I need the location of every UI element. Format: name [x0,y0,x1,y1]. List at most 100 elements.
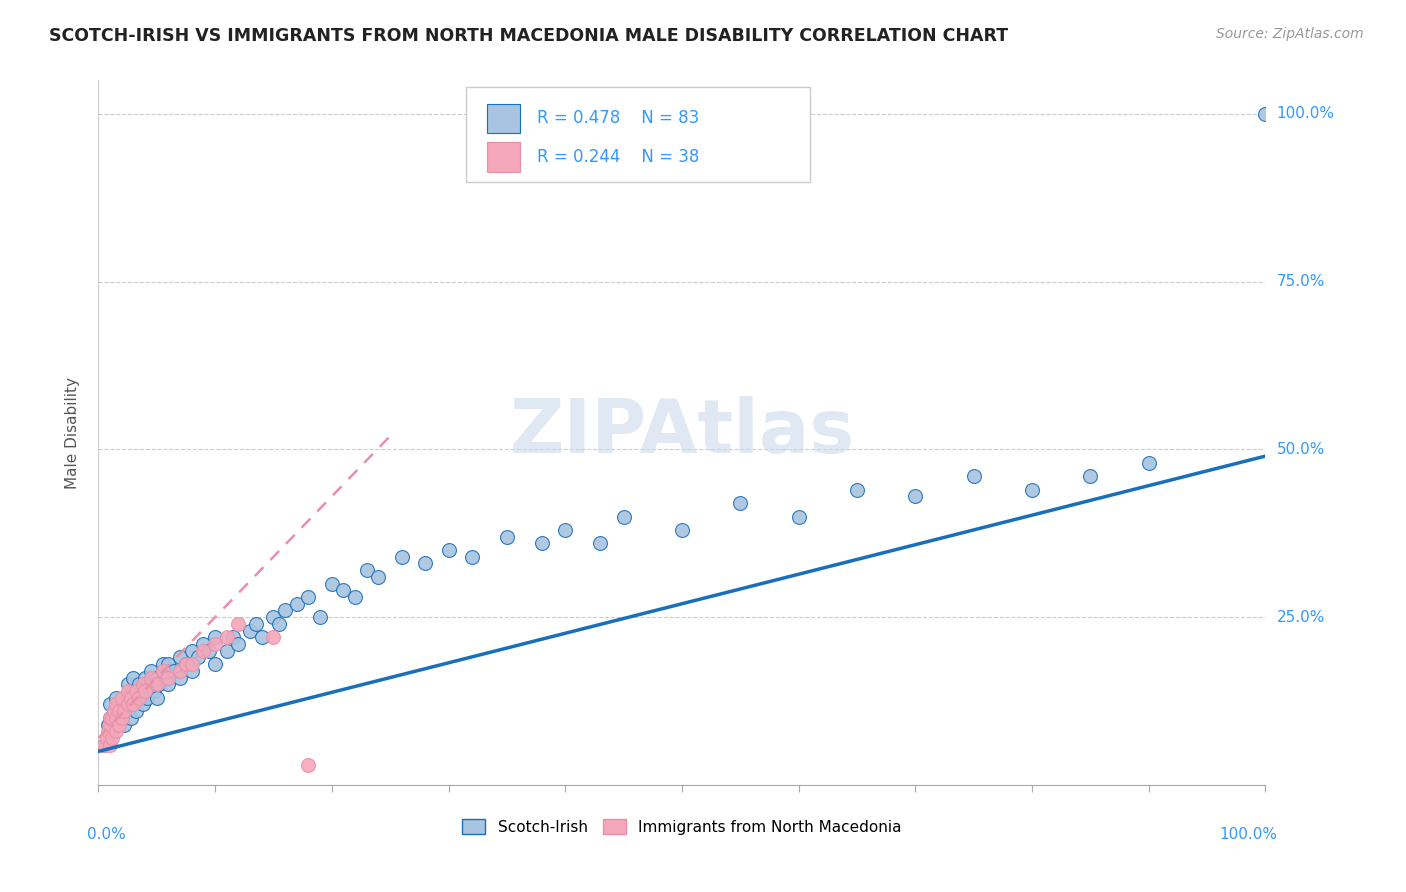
Point [367,570,389,584]
Point [228,637,250,651]
Point [413,557,436,571]
Point [101,711,124,725]
Point [1021,483,1043,497]
Point [93,738,115,752]
Point [250,630,273,644]
Point [108,717,131,731]
Point [962,469,984,483]
Text: Source: ZipAtlas.com: Source: ZipAtlas.com [1216,27,1364,41]
Point [321,576,343,591]
Point [530,536,553,550]
Point [215,644,238,658]
Point [122,698,145,712]
Point [730,496,752,510]
Point [112,704,135,718]
Text: 50.0%: 50.0% [1277,442,1324,457]
Point [309,610,332,624]
Point [155,671,177,685]
Text: 25.0%: 25.0% [1277,609,1324,624]
Point [112,717,135,731]
Point [269,616,291,631]
Point [169,650,191,665]
Point [134,684,156,698]
Point [193,637,215,651]
Point [496,530,519,544]
Point [157,671,180,685]
Point [180,644,202,658]
Point [117,684,139,698]
Point [198,644,221,658]
Point [111,711,134,725]
Point [98,698,121,712]
Point [98,738,121,752]
Point [132,677,155,691]
Point [169,671,191,685]
Point [554,523,576,537]
Point [117,690,139,705]
Point [613,509,636,524]
Point [1254,107,1277,121]
Point [787,509,810,524]
Point [104,711,127,725]
Point [846,483,869,497]
Point [120,711,142,725]
Point [108,704,131,718]
Point [104,724,127,739]
Point [128,677,150,691]
Point [146,677,169,691]
Point [128,690,150,705]
Point [98,711,121,725]
Point [117,677,139,691]
Point [132,698,155,712]
FancyBboxPatch shape [465,87,810,183]
Text: 100.0%: 100.0% [1219,827,1277,842]
Point [193,644,215,658]
Point [104,711,127,725]
Point [228,616,250,631]
Point [245,616,267,631]
Text: 0.0%: 0.0% [87,827,125,842]
Point [108,704,131,718]
Point [146,671,169,685]
Point [437,543,460,558]
Point [104,690,127,705]
Point [262,610,284,624]
Text: R = 0.244    N = 38: R = 0.244 N = 38 [537,148,700,166]
Point [139,671,162,685]
Text: ZIPAtlas: ZIPAtlas [509,396,855,469]
Point [589,536,612,550]
Point [180,657,202,672]
Point [221,630,243,644]
Point [152,657,174,672]
Text: 100.0%: 100.0% [1277,106,1334,121]
Point [101,724,124,739]
Point [204,657,226,672]
Point [904,489,927,503]
Point [152,664,174,678]
Point [461,549,484,564]
Point [204,637,226,651]
Point [98,717,121,731]
Point [125,684,148,698]
Point [93,738,115,752]
Point [139,677,162,691]
Text: SCOTCH-IRISH VS IMMIGRANTS FROM NORTH MACEDONIA MALE DISABILITY CORRELATION CHAR: SCOTCH-IRISH VS IMMIGRANTS FROM NORTH MA… [49,27,1008,45]
Point [122,698,145,712]
Point [120,690,142,705]
Point [104,698,127,712]
Point [134,671,156,685]
Point [285,597,308,611]
Point [174,657,197,672]
Point [117,698,139,712]
Point [356,563,378,577]
Point [111,711,134,725]
Point [125,704,148,718]
Point [152,664,174,678]
Point [148,677,170,691]
Point [146,690,169,705]
Point [111,690,134,705]
Point [101,731,124,745]
Point [1080,469,1102,483]
Point [169,664,191,678]
Point [332,583,354,598]
